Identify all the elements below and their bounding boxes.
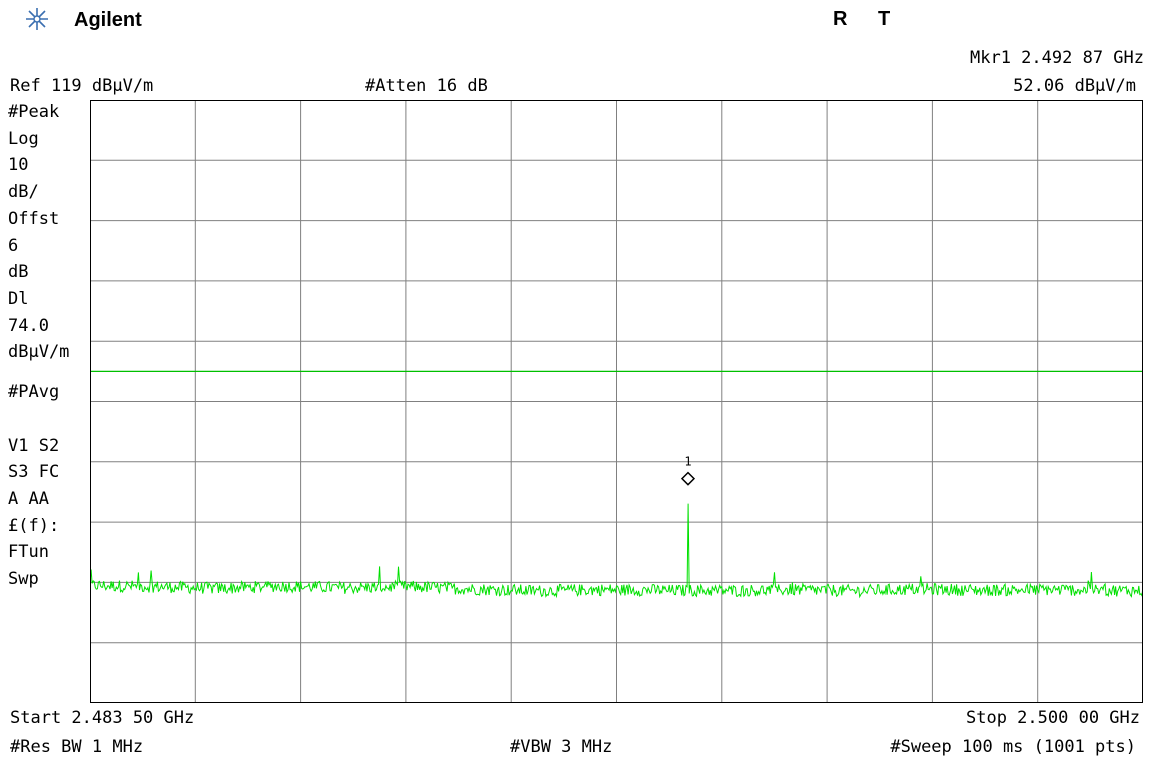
flag-t: T: [878, 8, 891, 30]
marker-1: 1: [680, 455, 696, 486]
settings-line: Dl: [8, 289, 29, 309]
settings-line: Swp: [8, 569, 39, 589]
resolution-bandwidth: #Res BW 1 MHz: [10, 737, 144, 757]
plot-frame: [90, 100, 1143, 703]
settings-line: #Peak: [8, 102, 60, 122]
settings-line: dBμV/m: [8, 342, 70, 362]
brand-name: Agilent: [74, 9, 142, 31]
sweep-time: #Sweep 100 ms (1001 pts): [890, 737, 1136, 757]
settings-line: S3 FC: [8, 462, 60, 482]
graticule: [90, 100, 1143, 703]
marker-diamond-icon: [680, 471, 696, 486]
settings-line: 10: [8, 155, 29, 175]
settings-line: #PAvg: [8, 382, 60, 402]
settings-line: £(f):: [8, 516, 60, 536]
agilent-logo-icon: [22, 6, 52, 32]
marker-amplitude: 52.06 dBμV/m: [1013, 76, 1136, 96]
start-frequency: Start 2.483 50 GHz: [10, 708, 195, 728]
video-bandwidth: #VBW 3 MHz: [510, 737, 613, 757]
trace-line: [90, 503, 1143, 599]
settings-line: Log: [8, 129, 39, 149]
flag-r: R: [833, 8, 848, 30]
settings-line: A AA: [8, 489, 49, 509]
settings-line: dB: [8, 262, 29, 282]
stop-frequency: Stop 2.500 00 GHz: [966, 708, 1140, 728]
marker-label: 1: [684, 455, 691, 469]
reference-level: Ref 119 dBμV/m: [10, 76, 154, 96]
settings-line: 74.0: [8, 316, 49, 336]
attenuation: #Atten 16 dB: [365, 76, 488, 96]
settings-line: dB/: [8, 182, 39, 202]
spectrum-plot: 1: [90, 100, 1143, 703]
settings-line: FTun: [8, 542, 49, 562]
settings-line: V1 S2: [8, 436, 60, 456]
settings-line: 6: [8, 236, 19, 256]
marker-frequency: Mkr1 2.492 87 GHz: [970, 48, 1144, 68]
settings-line: Offst: [8, 209, 60, 229]
